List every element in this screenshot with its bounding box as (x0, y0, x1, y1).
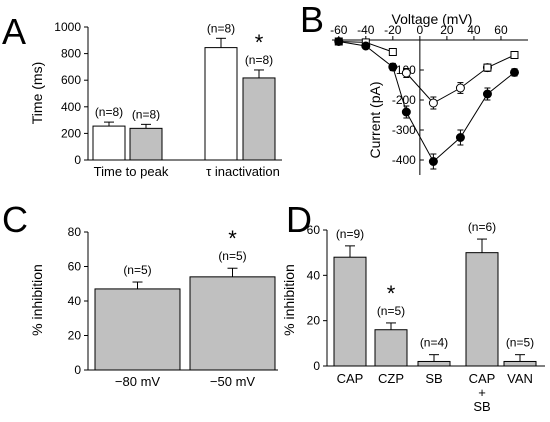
series-line (405, 67, 488, 104)
y-tick-label: 600 (61, 73, 81, 87)
bar (189, 276, 276, 371)
significance-star: * (255, 30, 264, 55)
data-point (482, 89, 492, 99)
category-label: CAP (337, 371, 364, 386)
panel-letter: B (300, 0, 324, 40)
y-tick-label: 80 (68, 225, 82, 239)
x-tick-label: 0 (417, 23, 424, 37)
x-tick-label: 40 (467, 23, 481, 37)
n-label: (n=5) (123, 263, 151, 277)
n-label: (n=9) (336, 227, 364, 241)
panel-a: A 0 200 400 600 800 1000 Time (ms) (n=8) (n=8) (n=… (2, 11, 282, 179)
bar (94, 288, 181, 371)
category-label: + (478, 385, 486, 400)
category-label: SB (473, 399, 490, 414)
y-tick-label: 40 (307, 268, 321, 282)
x-tick-label: -40 (357, 23, 375, 37)
category-label: VAN (507, 371, 533, 386)
y-axis-label: % inhibition (29, 264, 45, 336)
n-label: (n=6) (468, 220, 496, 234)
y-tick-label: 20 (307, 314, 321, 328)
n-label: (n=5) (506, 336, 534, 350)
data-point (428, 98, 438, 108)
data-point (388, 62, 398, 72)
data-point (455, 133, 465, 142)
n-label: (n=8) (132, 107, 160, 121)
panel-letter: A (2, 11, 26, 52)
data-point (334, 37, 344, 46)
y-tick-label: 1000 (54, 20, 81, 34)
significance-star: * (228, 226, 237, 251)
data-point (401, 107, 411, 117)
n-label: (n=8) (207, 21, 235, 35)
series-line (338, 41, 515, 163)
y-tick-label: 0 (74, 153, 81, 167)
y-axis-label: Current (pA) (367, 81, 383, 158)
y-tick-label: 0 (74, 363, 81, 377)
x-axis-label: Voltage (mV) (392, 11, 473, 27)
data-point (428, 157, 438, 166)
bar (465, 252, 499, 367)
bar (374, 329, 408, 367)
category-label: SB (425, 371, 442, 386)
category-label: −50 mV (210, 374, 255, 389)
y-axis-label: Time (ms) (29, 62, 45, 124)
y-tick-label: 200 (61, 126, 81, 140)
n-label: (n=5) (377, 304, 405, 318)
x-tick-label: -20 (384, 23, 402, 37)
data-point (388, 48, 397, 56)
bar (242, 77, 276, 161)
panel-letter: C (2, 199, 28, 240)
category-label: −80 mV (115, 374, 160, 389)
bar (92, 125, 126, 161)
y-tick-label: -300 (392, 123, 416, 137)
bar (333, 256, 367, 367)
y-tick-label: 400 (61, 100, 81, 114)
y-tick-label: 20 (68, 329, 82, 343)
y-tick-label: 40 (68, 294, 82, 308)
y-tick-label: -400 (392, 153, 416, 167)
data-point (361, 41, 371, 51)
y-tick-label: 800 (61, 47, 81, 61)
category-label: CZP (378, 371, 404, 386)
panel-letter: D (286, 199, 312, 240)
category-label: CAP (469, 371, 496, 386)
bar (129, 127, 163, 161)
y-axis-label: % inhibition (281, 264, 297, 336)
category-label: Time to peak (94, 164, 169, 179)
n-label: (n=8) (245, 53, 273, 67)
x-tick-label: -60 (330, 23, 348, 37)
data-point (401, 68, 411, 78)
x-tick-label: 20 (440, 23, 454, 37)
series-line (487, 54, 515, 69)
y-tick-label: 60 (307, 223, 321, 237)
n-label: (n=8) (95, 105, 123, 119)
x-tick-label: 60 (494, 23, 508, 37)
bar (204, 47, 238, 161)
bar (417, 360, 451, 367)
significance-star: * (387, 281, 396, 306)
n-label: (n=5) (218, 249, 246, 263)
category-label: τ inactivation (206, 164, 280, 179)
n-label: (n=4) (420, 336, 448, 350)
data-point (510, 51, 519, 59)
y-tick-label: 60 (68, 260, 82, 274)
data-point (455, 83, 465, 93)
data-point (509, 67, 519, 77)
y-tick-label: -200 (392, 93, 416, 107)
y-tick-label: 0 (313, 359, 320, 373)
data-point (483, 63, 492, 72)
bar (503, 360, 537, 367)
